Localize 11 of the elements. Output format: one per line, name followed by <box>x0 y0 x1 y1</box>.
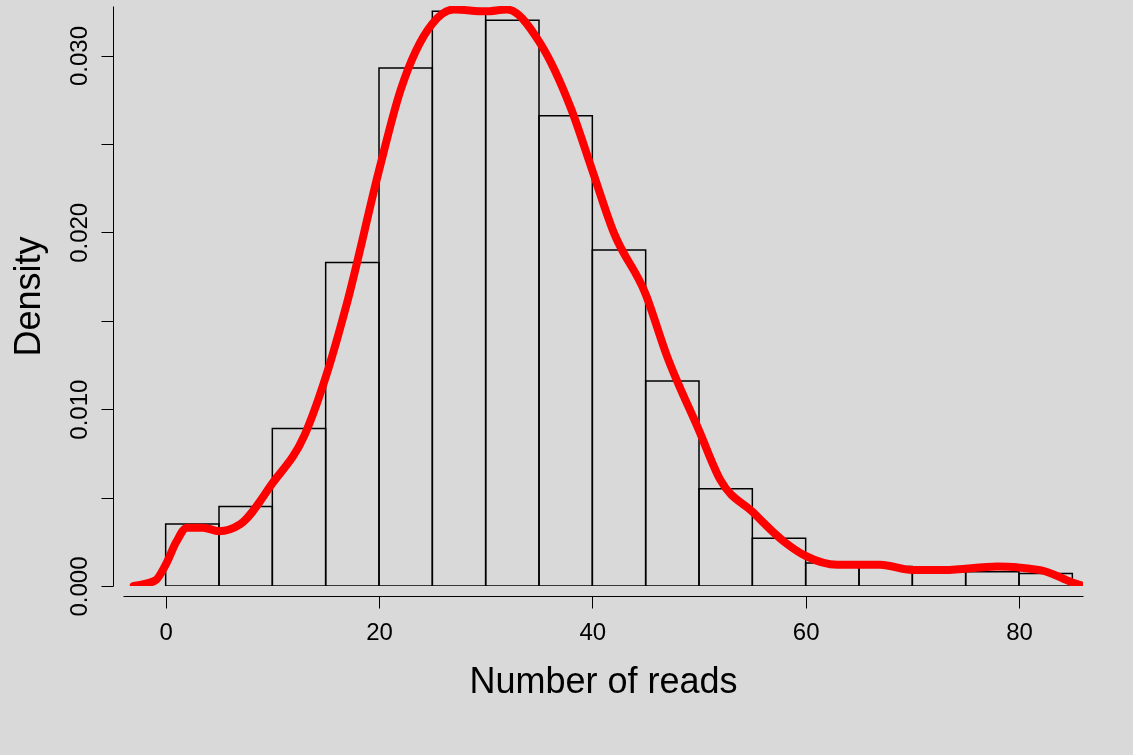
x-tick-label: 80 <box>1006 617 1033 645</box>
x-tick-label: 40 <box>579 617 607 645</box>
x-tick-label: 20 <box>366 617 393 645</box>
x-tick-label: 60 <box>792 617 820 645</box>
y-tick-label: 0.010 <box>64 379 92 440</box>
y-tick-label: 0.030 <box>64 25 92 87</box>
y-axis-title: Density <box>6 236 48 357</box>
y-tick-label: 0.020 <box>64 202 92 263</box>
x-axis-title: Number of reads <box>469 659 738 701</box>
x-tick-label: 0 <box>159 617 173 645</box>
y-tick-label: 0.000 <box>64 556 92 617</box>
